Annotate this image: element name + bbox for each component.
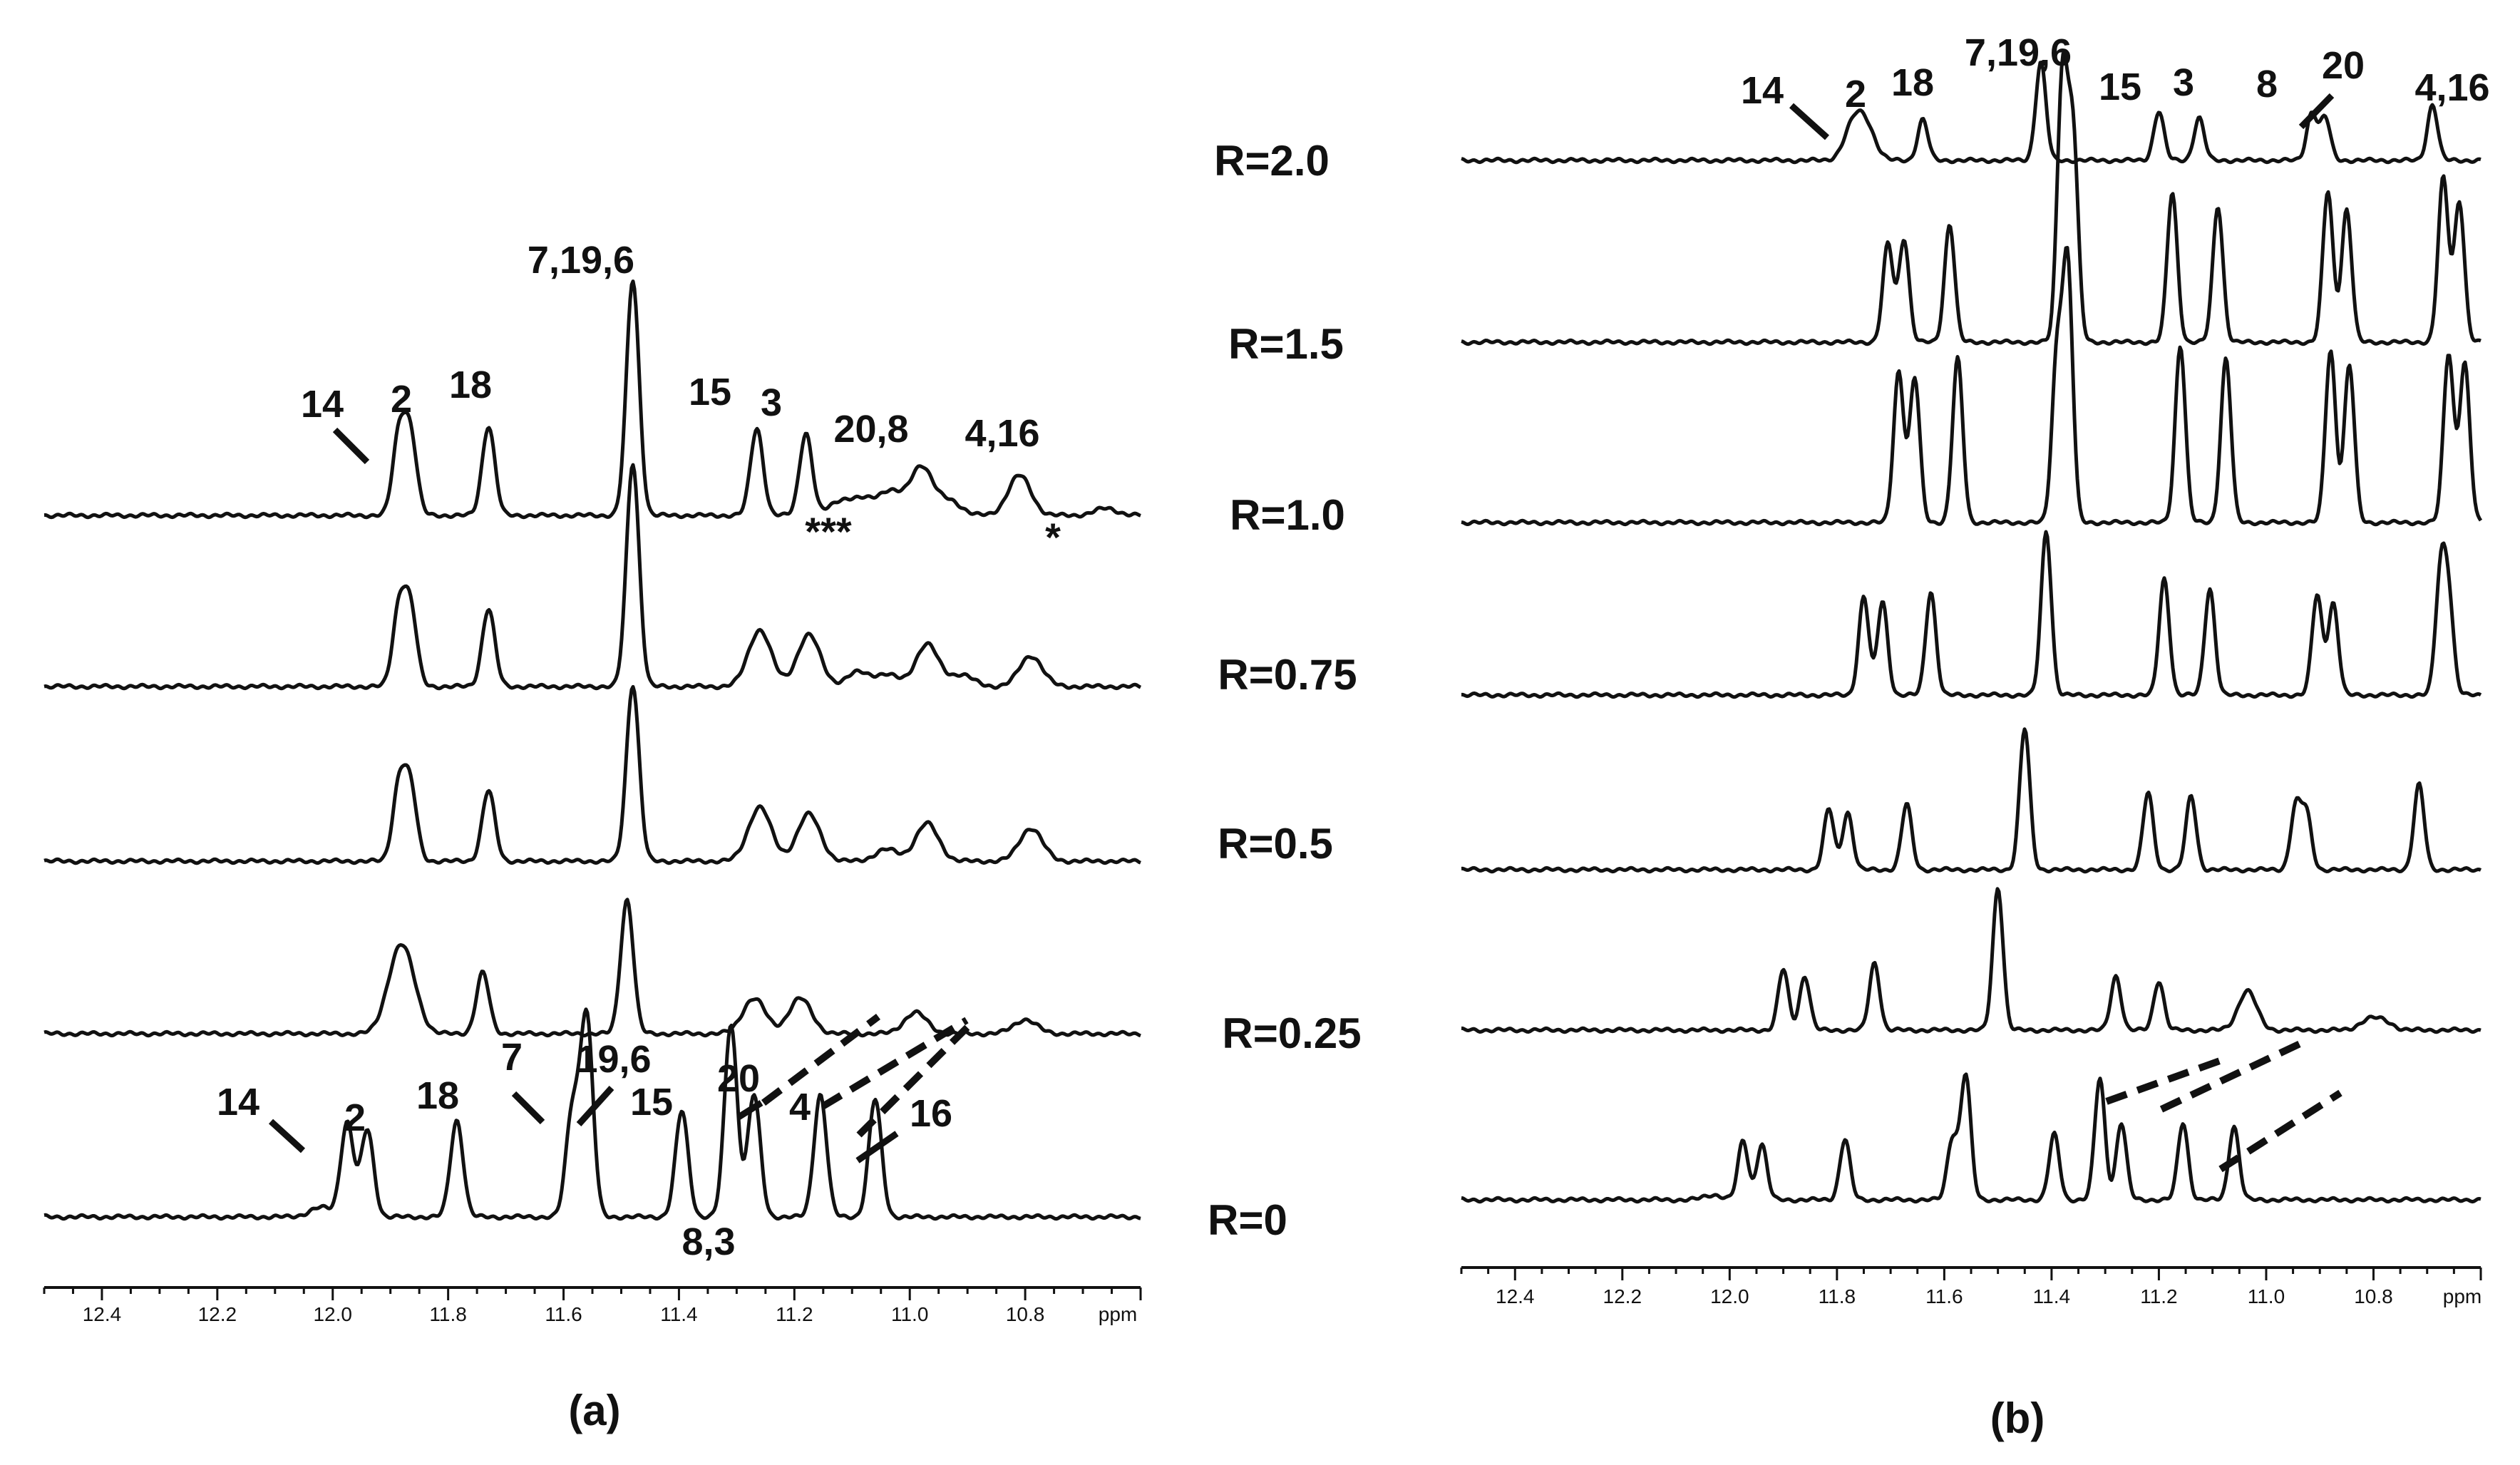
peak-label-2: 2: [391, 378, 412, 421]
leader-14: [332, 427, 370, 465]
x-tick-label: 10.8: [1006, 1303, 1045, 1325]
peak-label-19-6-r0: 19,6: [576, 1038, 651, 1081]
panel-a: 12.4 12.2 12.0 11.8 11.6 11.4 11.2 11.0 10.8 ppm …: [43, 239, 1142, 1434]
x-tick-label: 12.0: [1710, 1285, 1749, 1307]
panel-b: 12.4 12.2 12.0 11.8 11.6 11.4 11.2 11.0 10.8 ppm …: [1460, 31, 2490, 1442]
spectrum-r-1-0: [43, 279, 1141, 520]
spectrum-r-1-0: [1461, 245, 2483, 527]
peak-label-8-3-r0: 8,3: [682, 1220, 735, 1263]
x-tick-label: 12.4: [1496, 1285, 1535, 1307]
peak-label-14-b: 14: [1741, 69, 1784, 112]
x-tick-label: 12.2: [198, 1303, 237, 1325]
ratio-label-1-0: R=1.0: [1230, 491, 1345, 539]
peak-label-16-r0: 16: [910, 1092, 952, 1135]
peak-label-7-r0: 7: [501, 1036, 523, 1079]
ratio-label-0-75: R=0.75: [1218, 651, 1357, 699]
spectrum-r-0-25: [1461, 887, 2482, 1034]
dash-4: [821, 1017, 969, 1110]
panel-a-leader-lines: [268, 427, 974, 1163]
dash-16: [856, 1021, 974, 1138]
panel-a-peak-labels: 14 2 18 7,19,6 15 3 20,8 4,16 *** * 14 2…: [217, 239, 1061, 1263]
leader-14-r0: [268, 1119, 306, 1153]
ratio-label-0-25: R=0.25: [1222, 1009, 1361, 1057]
spectrum-r-0: [43, 1007, 1141, 1221]
dash-20-8: [761, 1014, 881, 1106]
x-tick-label: 11.8: [1819, 1285, 1856, 1307]
peak-label-18-r0: 18: [416, 1074, 459, 1117]
peak-label-15-b: 15: [2099, 66, 2141, 108]
dash-b-2: [2159, 1037, 2310, 1113]
x-tick-label: 12.2: [1603, 1285, 1642, 1307]
peak-label-4-r0: 4: [789, 1086, 811, 1129]
leader-14-b: [1789, 103, 1830, 140]
ratio-label-0-5: R=0.5: [1218, 820, 1333, 868]
ratio-label-2-0: R=2.0: [1214, 137, 1330, 185]
x-axis-unit: ppm: [1099, 1303, 1137, 1325]
x-tick-label: 11.4: [2033, 1285, 2070, 1307]
ratio-labels: R=2.0 R=1.5 R=1.0 R=0.75 R=0.5 R=0.25 R=…: [1208, 137, 1361, 1244]
leader-19-6-r0: [576, 1085, 614, 1127]
impurity-asterisks: ***: [805, 509, 852, 554]
peak-label-7-19-6-b: 7,19,6: [1965, 31, 2072, 74]
peak-label-15-r0: 15: [630, 1081, 673, 1124]
peak-label-4-16: 4,16: [965, 412, 1039, 455]
leader-20-r0: [736, 1100, 763, 1120]
spectrum-r-0-75: [43, 463, 1142, 691]
peak-label-15: 15: [689, 371, 731, 413]
spectrum-r-1-5: [1461, 51, 2482, 346]
leader-20-b: [2298, 93, 2335, 130]
panel-b-leader-lines: [1789, 93, 2342, 1173]
x-axis-unit: ppm: [2443, 1285, 2482, 1307]
leader-16-r0: [855, 1131, 899, 1163]
x-tick-label: 11.4: [660, 1303, 697, 1325]
panel-b-peak-labels: 14 2 18 7,19,6 15 3 8 20 4,16: [1741, 31, 2490, 115]
peak-label-18: 18: [449, 364, 492, 406]
peak-label-14: 14: [301, 383, 344, 426]
impurity-asterisk: *: [1045, 515, 1061, 560]
x-tick-label: 11.0: [891, 1303, 928, 1325]
x-tick-label: 11.2: [776, 1303, 813, 1325]
ratio-label-1-5: R=1.5: [1228, 320, 1344, 368]
spectrum-r-0: [1461, 1072, 2482, 1204]
peak-label-8-b: 8: [2256, 63, 2278, 106]
x-tick-label: 11.6: [1925, 1285, 1963, 1307]
peak-label-7-19-6: 7,19,6: [528, 239, 634, 282]
peak-label-2-r0: 2: [344, 1096, 366, 1139]
x-tick-label: 10.8: [2354, 1285, 2393, 1307]
peak-label-18-b: 18: [1891, 61, 1934, 104]
panel-a-x-axis: 12.4 12.2 12.0 11.8 11.6 11.4 11.2 11.0 10.8 ppm: [43, 1286, 1142, 1325]
x-tick-label: 12.4: [83, 1303, 122, 1325]
peak-label-4-16-b: 4,16: [2414, 66, 2489, 109]
ratio-label-0: R=0: [1208, 1196, 1287, 1244]
x-tick-label: 11.0: [2248, 1285, 2285, 1307]
x-tick-label: 12.0: [313, 1303, 352, 1325]
x-tick-label: 11.8: [429, 1303, 466, 1325]
panel-b-spectra: [1461, 51, 2483, 1204]
peak-label-20-b: 20: [2322, 44, 2365, 87]
leader-7-r0: [511, 1091, 545, 1125]
panel-b-x-axis: 12.4 12.2 12.0 11.8 11.6 11.4 11.2 11.0 10.8 ppm: [1460, 1266, 2482, 1307]
peak-label-3: 3: [761, 381, 782, 424]
panel-a-label: (a): [568, 1387, 620, 1434]
peak-label-14-r0: 14: [217, 1081, 259, 1124]
spectrum-r-0-75: [1461, 530, 2482, 699]
dash-b-1: [2105, 1057, 2221, 1105]
spectrum-r-0-5: [1461, 727, 2482, 874]
peak-label-20-8: 20,8: [833, 408, 908, 451]
x-tick-label: 11.6: [545, 1303, 582, 1325]
spectrum-r-0-5: [43, 684, 1141, 865]
peak-label-2-b: 2: [1845, 73, 1866, 115]
peak-label-20-r0: 20: [717, 1057, 760, 1100]
panel-b-label: (b): [1990, 1394, 2045, 1442]
dash-b-3: [2218, 1089, 2342, 1173]
peak-label-3-b: 3: [2173, 61, 2194, 104]
x-tick-label: 11.2: [2140, 1285, 2177, 1307]
